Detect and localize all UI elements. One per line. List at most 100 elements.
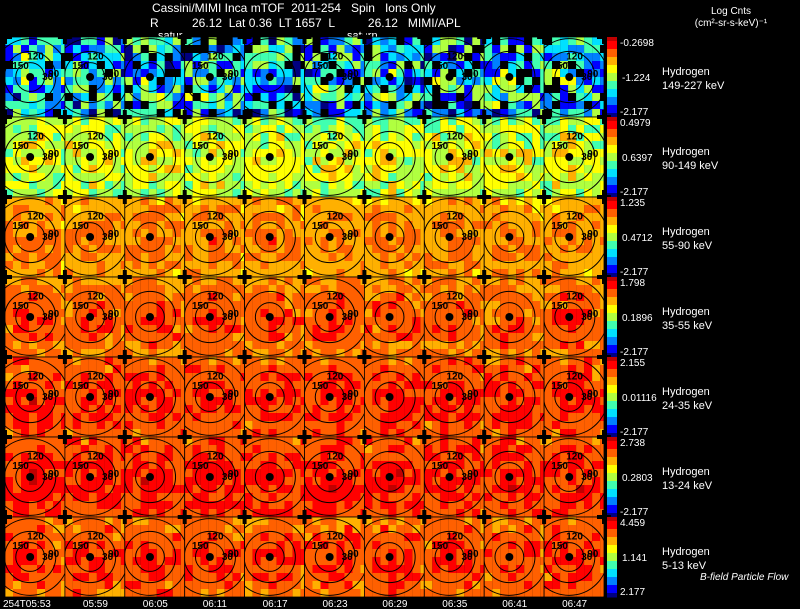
pixel	[424, 277, 433, 285]
pixel	[560, 421, 569, 429]
pixel	[304, 85, 313, 93]
pixel	[88, 461, 97, 469]
pixel	[576, 277, 585, 285]
grid-cross	[542, 350, 547, 364]
pixel	[304, 389, 313, 397]
contour-line	[184, 358, 245, 436]
pixel	[492, 141, 501, 149]
pixel	[284, 173, 293, 181]
pixel	[260, 333, 269, 341]
pixel	[552, 333, 561, 341]
pixel	[252, 333, 261, 341]
pixel	[532, 301, 541, 309]
pixel	[61, 45, 65, 53]
pixel	[276, 245, 285, 253]
image-cell	[244, 36, 305, 118]
pixel	[29, 469, 37, 477]
pixel	[200, 317, 209, 325]
pixel	[164, 421, 173, 429]
pixel	[568, 229, 577, 237]
pixel	[516, 269, 525, 277]
pixel	[492, 101, 501, 109]
pixel	[524, 405, 533, 413]
pixel	[388, 381, 397, 389]
pixel	[156, 189, 165, 197]
pixel	[132, 309, 141, 317]
pixel	[156, 109, 165, 117]
pixel	[396, 109, 405, 117]
pixel	[64, 101, 73, 109]
pixel	[29, 333, 37, 341]
pixel	[500, 421, 509, 429]
pixel	[328, 261, 337, 269]
pixel	[568, 133, 577, 141]
pixel	[164, 61, 173, 69]
colorbar-step	[607, 97, 617, 100]
pixel	[276, 85, 285, 93]
pixel	[404, 93, 413, 101]
pixel	[352, 197, 361, 205]
pixel	[432, 229, 441, 237]
units-line-1: Log Cnts	[710, 6, 752, 17]
colorbar-step	[607, 187, 617, 190]
pixel	[124, 301, 133, 309]
pixel	[440, 213, 449, 221]
pixel	[53, 357, 61, 365]
pixel	[388, 205, 397, 213]
pixel	[456, 213, 465, 221]
pixel	[480, 245, 485, 253]
pixel	[312, 301, 321, 309]
pixel	[464, 405, 473, 413]
image-cell	[363, 36, 425, 118]
pixel	[552, 261, 561, 269]
pixel	[124, 237, 133, 245]
pixel	[484, 317, 493, 325]
colorbar-step	[607, 357, 617, 360]
pixel	[328, 277, 337, 285]
pixel	[568, 309, 577, 317]
pixel	[132, 389, 141, 397]
pixel	[404, 189, 413, 197]
pixel	[352, 381, 361, 389]
pixel	[192, 125, 201, 133]
contour-line	[544, 198, 604, 276]
pixel	[21, 301, 29, 309]
colorbar-step	[607, 425, 617, 428]
pixel	[440, 101, 449, 109]
pixel	[328, 293, 337, 301]
pixel	[216, 317, 225, 325]
pixel	[80, 445, 89, 453]
pixel	[404, 301, 413, 309]
pixel	[284, 133, 293, 141]
pixel	[64, 245, 73, 253]
contour-line	[374, 222, 405, 252]
pixel	[568, 205, 577, 213]
pixel	[104, 405, 113, 413]
saturn-marker	[205, 313, 214, 321]
grid-cross	[182, 30, 187, 44]
contour-line	[244, 38, 305, 116]
pixel	[244, 77, 253, 85]
pixel	[396, 213, 405, 221]
pixel	[284, 333, 293, 341]
pixel	[552, 253, 561, 261]
pixel	[164, 349, 173, 357]
pixel	[276, 373, 285, 381]
pixel	[5, 53, 13, 61]
pixel	[344, 93, 353, 101]
pixel	[260, 421, 269, 429]
pixel	[484, 413, 493, 421]
pixel	[424, 61, 433, 69]
pixel	[88, 373, 97, 381]
contour-label: 30	[222, 312, 234, 323]
pixel	[380, 37, 389, 45]
pixel	[484, 189, 493, 197]
pixel	[224, 397, 233, 405]
pixel	[292, 149, 301, 157]
pixel	[320, 213, 329, 221]
pixel	[592, 373, 601, 381]
pixel	[372, 61, 381, 69]
pixel	[208, 53, 217, 61]
pixel	[344, 109, 353, 117]
pixel	[252, 341, 261, 349]
